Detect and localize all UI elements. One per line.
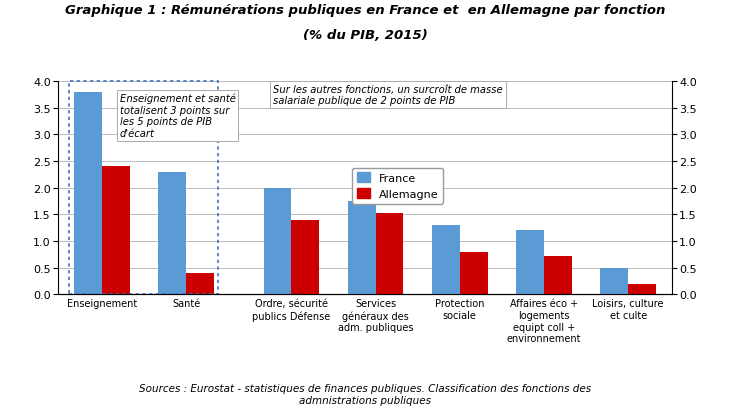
Bar [544, 256, 572, 294]
Bar [375, 213, 404, 294]
Text: Sources : Eurostat - statistiques de finances publiques. Classification des fonc: Sources : Eurostat - statistiques de fin… [139, 383, 591, 405]
Bar [460, 252, 488, 294]
Bar [600, 268, 629, 294]
Bar [101, 167, 130, 294]
Bar [264, 188, 291, 294]
Text: (% du PIB, 2015): (% du PIB, 2015) [303, 29, 427, 42]
Legend: France, Allemagne: France, Allemagne [352, 168, 443, 204]
Text: Sur les autres fonctions, un surcroît de masse
salariale publique de 2 points de: Sur les autres fonctions, un surcroît de… [273, 84, 503, 106]
Bar [432, 225, 460, 294]
Text: Graphique 1 : Rémunérations publiques en France et  en Allemagne par fonction: Graphique 1 : Rémunérations publiques en… [65, 4, 665, 17]
Bar [516, 231, 544, 294]
Bar [291, 220, 319, 294]
Bar [629, 284, 656, 294]
Bar [158, 172, 186, 294]
Bar [74, 92, 101, 294]
Bar [186, 273, 214, 294]
Text: Enseignement et santé
totalisent 3 points sur
les 5 points de PIB
d'écart: Enseignement et santé totalisent 3 point… [120, 94, 236, 139]
Bar [347, 201, 375, 294]
